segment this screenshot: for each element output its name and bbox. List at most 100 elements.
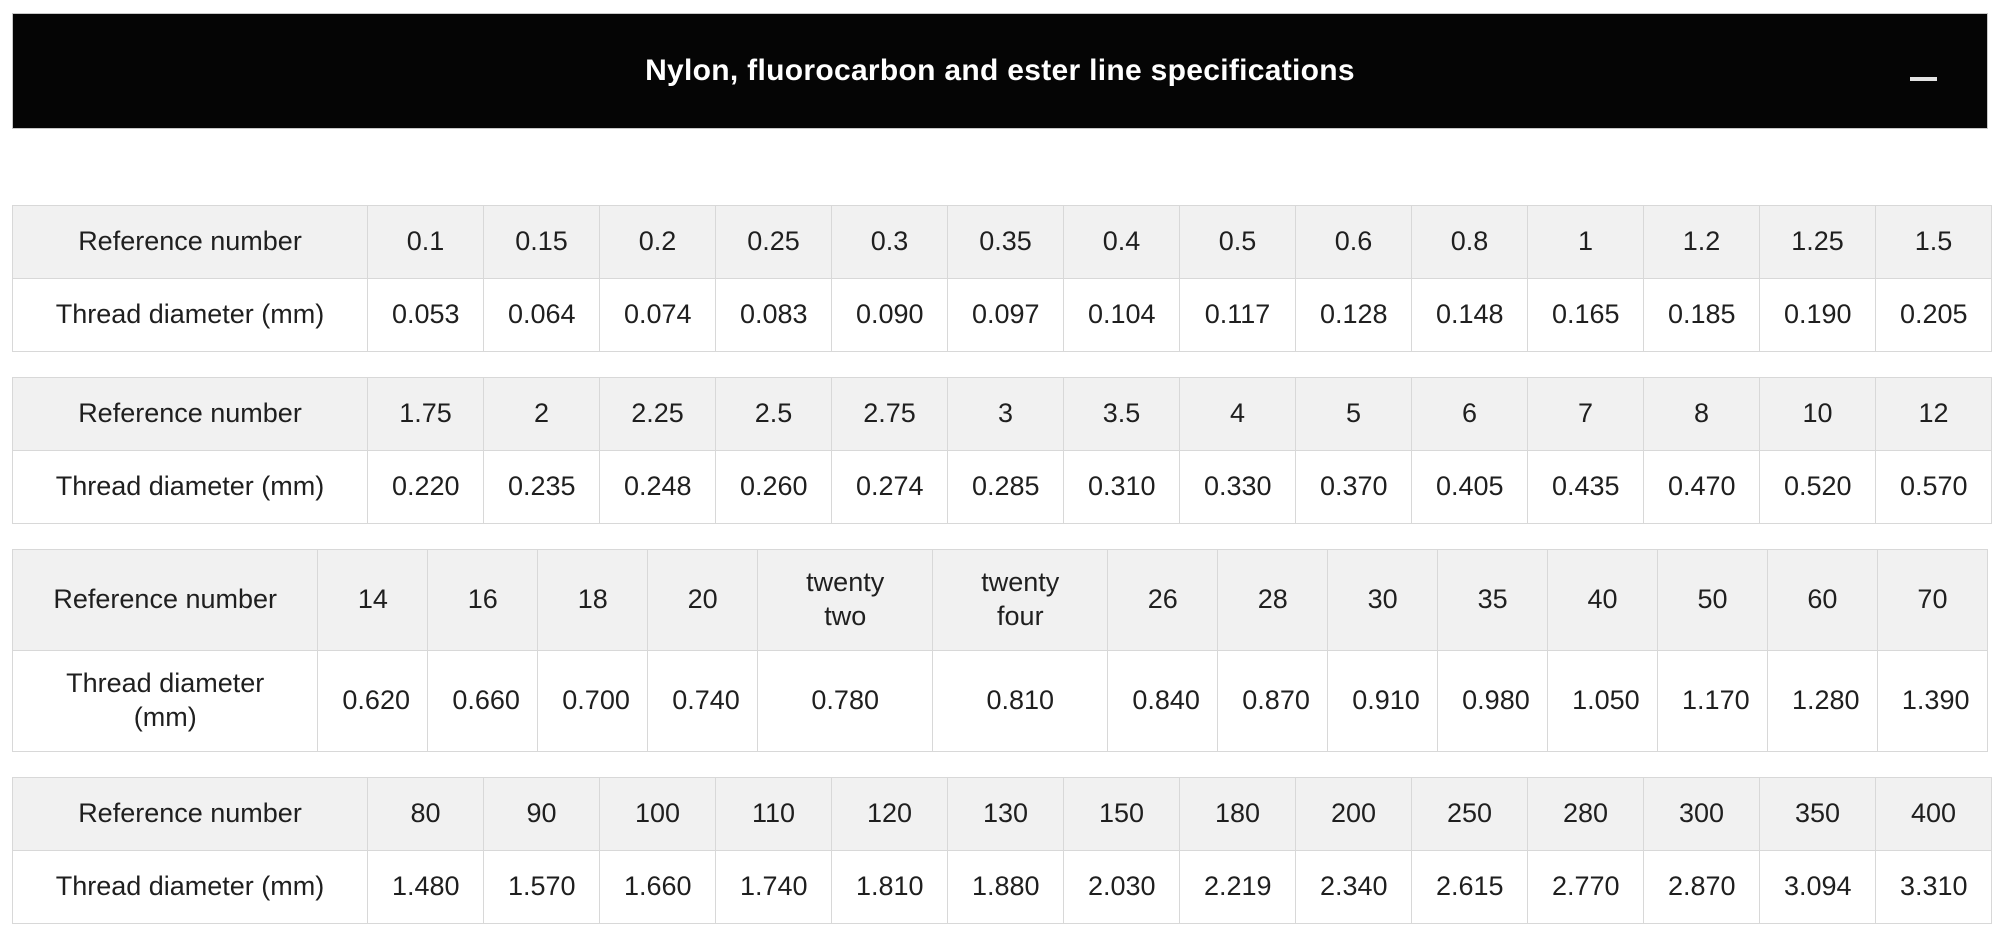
thread-diameter-cell: 3.094 bbox=[1759, 850, 1876, 924]
reference-number-cell: twenty four bbox=[932, 549, 1109, 651]
accordion-header[interactable]: Nylon, fluorocarbon and ester line speci… bbox=[12, 13, 1988, 129]
reference-number-cell: 3.5 bbox=[1063, 377, 1180, 451]
reference-number-cell: 350 bbox=[1759, 777, 1876, 851]
thread-diameter-cell: 0.090 bbox=[831, 278, 948, 352]
reference-number-cell: 40 bbox=[1547, 549, 1659, 651]
reference-number-cell: 70 bbox=[1876, 549, 1989, 651]
thread-diameter-cell: 1.050 bbox=[1547, 650, 1659, 752]
thread-diameter-label: Thread diameter (mm) bbox=[11, 650, 319, 752]
reference-number-cell: 6 bbox=[1411, 377, 1528, 451]
reference-number-cell: 130 bbox=[947, 777, 1064, 851]
reference-number-cell: 1.5 bbox=[1875, 205, 1992, 279]
thread-diameter-cell: 0.570 bbox=[1875, 450, 1992, 524]
reference-number-cell: 4 bbox=[1179, 377, 1296, 451]
reference-number-cell: 180 bbox=[1179, 777, 1296, 851]
reference-number-cell: 18 bbox=[537, 549, 649, 651]
reference-number-cell: 250 bbox=[1411, 777, 1528, 851]
accordion-title: Nylon, fluorocarbon and ester line speci… bbox=[645, 54, 1355, 87]
thread-diameter-cell: 2.770 bbox=[1527, 850, 1644, 924]
reference-number-cell: 1.75 bbox=[367, 377, 484, 451]
thread-diameter-cell: 0.190 bbox=[1759, 278, 1876, 352]
collapse-minus-icon[interactable] bbox=[1910, 76, 1937, 81]
reference-number-cell: 50 bbox=[1657, 549, 1768, 651]
reference-number-cell: 30 bbox=[1327, 549, 1439, 651]
reference-number-cell: 2.25 bbox=[599, 377, 716, 451]
thread-diameter-cell: 0.520 bbox=[1759, 450, 1876, 524]
thread-diameter-cell: 2.030 bbox=[1063, 850, 1180, 924]
thread-diameter-cell: 0.117 bbox=[1179, 278, 1296, 352]
reference-number-cell: 110 bbox=[715, 777, 832, 851]
thread-diameter-cell: 0.980 bbox=[1437, 650, 1549, 752]
thread-diameter-cell: 1.280 bbox=[1766, 650, 1878, 752]
page: Nylon, fluorocarbon and ester line speci… bbox=[11, 13, 1992, 924]
thread-diameter-cell: 0.285 bbox=[947, 450, 1064, 524]
thread-diameter-cell: 0.620 bbox=[317, 650, 429, 752]
reference-number-cell: 14 bbox=[317, 549, 429, 651]
reference-number-label: Reference number bbox=[11, 549, 319, 651]
thread-diameter-cell: 0.148 bbox=[1411, 278, 1528, 352]
spec-table-2: Reference number 1.75 2 2.25 2.5 2.75 3 3.5 4 5 6 7… bbox=[12, 377, 1992, 524]
reference-number-cell: 10 bbox=[1759, 377, 1876, 451]
reference-number-cell: 5 bbox=[1295, 377, 1412, 451]
thread-diameter-cell: 0.660 bbox=[427, 650, 539, 752]
thread-diameter-label: Thread diameter (mm) bbox=[12, 850, 368, 924]
reference-number-cell: 26 bbox=[1107, 549, 1219, 651]
thread-diameter-cell: 0.810 bbox=[932, 650, 1109, 752]
thread-diameter-cell: 0.128 bbox=[1295, 278, 1412, 352]
thread-diameter-cell: 0.235 bbox=[483, 450, 600, 524]
thread-diameter-cell: 0.435 bbox=[1527, 450, 1644, 524]
reference-number-cell: 0.3 bbox=[831, 205, 948, 279]
thread-diameter-cell: 0.064 bbox=[483, 278, 600, 352]
thread-diameter-cell: 0.220 bbox=[367, 450, 484, 524]
thread-diameter-cell: 2.870 bbox=[1643, 850, 1760, 924]
reference-number-cell: 400 bbox=[1875, 777, 1992, 851]
thread-diameter-cell: 0.248 bbox=[599, 450, 716, 524]
thread-diameter-cell: 1.480 bbox=[367, 850, 484, 924]
thread-diameter-cell: 2.219 bbox=[1179, 850, 1296, 924]
thread-diameter-cell: 1.880 bbox=[947, 850, 1064, 924]
reference-number-cell: 120 bbox=[831, 777, 948, 851]
reference-number-cell: 1.2 bbox=[1643, 205, 1760, 279]
spec-table-3: Reference number 14 16 18 20 twenty two twenty… bbox=[11, 549, 1989, 752]
reference-number-cell: 200 bbox=[1295, 777, 1412, 851]
reference-number-cell: 0.4 bbox=[1063, 205, 1180, 279]
reference-number-label: Reference number bbox=[12, 777, 368, 851]
thread-diameter-cell: 0.910 bbox=[1327, 650, 1439, 752]
thread-diameter-cell: 0.260 bbox=[715, 450, 832, 524]
reference-number-cell: 0.5 bbox=[1179, 205, 1296, 279]
thread-diameter-cell: 0.870 bbox=[1217, 650, 1329, 752]
reference-number-cell: 3 bbox=[947, 377, 1064, 451]
thread-diameter-cell: 0.104 bbox=[1063, 278, 1180, 352]
thread-diameter-cell: 0.185 bbox=[1643, 278, 1760, 352]
thread-diameter-cell: 1.660 bbox=[599, 850, 716, 924]
thread-diameter-cell: 2.340 bbox=[1295, 850, 1412, 924]
reference-number-cell: 0.2 bbox=[599, 205, 716, 279]
reference-number-cell: 2.5 bbox=[715, 377, 832, 451]
reference-number-cell: 7 bbox=[1527, 377, 1644, 451]
spec-table-1: Reference number 0.1 0.15 0.2 0.25 0.3 0.35 0.4… bbox=[12, 205, 1992, 352]
reference-number-cell: 1 bbox=[1527, 205, 1644, 279]
reference-number-cell: 0.1 bbox=[367, 205, 484, 279]
thread-diameter-cell: 0.780 bbox=[757, 650, 934, 752]
thread-diameter-label: Thread diameter (mm) bbox=[12, 278, 368, 352]
thread-diameter-cell: 0.053 bbox=[367, 278, 484, 352]
thread-diameter-cell: 3.310 bbox=[1875, 850, 1992, 924]
reference-number-cell: 2 bbox=[483, 377, 600, 451]
spec-tables: Reference number 0.1 0.15 0.2 0.25 0.3 0.35 0.4… bbox=[11, 205, 1992, 924]
reference-number-row: Reference number 1.75 2 2.25 2.5 2.75 3 3.5 4 5 6 7… bbox=[12, 377, 1992, 451]
reference-number-label: Reference number bbox=[12, 205, 368, 279]
thread-diameter-cell: 0.274 bbox=[831, 450, 948, 524]
thread-diameter-cell: 0.074 bbox=[599, 278, 716, 352]
reference-number-cell: 12 bbox=[1875, 377, 1992, 451]
reference-number-row: Reference number 80 90 100 110 120 130 150 180 20… bbox=[12, 777, 1992, 851]
reference-number-cell: 16 bbox=[427, 549, 539, 651]
spec-table-4: Reference number 80 90 100 110 120 130 150 180 20… bbox=[12, 777, 1992, 924]
reference-number-cell: twenty two bbox=[757, 549, 934, 651]
thread-diameter-row: Thread diameter (mm) 1.480 1.570 1.660 1.740… bbox=[12, 850, 1992, 924]
thread-diameter-row: Thread diameter (mm) 0.220 0.235 0.248 0.260… bbox=[12, 450, 1992, 524]
thread-diameter-cell: 2.615 bbox=[1411, 850, 1528, 924]
thread-diameter-row: Thread diameter (mm) 0.620 0.660 0.700 0.740… bbox=[11, 650, 1989, 752]
thread-diameter-cell: 0.330 bbox=[1179, 450, 1296, 524]
reference-number-cell: 0.35 bbox=[947, 205, 1064, 279]
reference-number-cell: 100 bbox=[599, 777, 716, 851]
